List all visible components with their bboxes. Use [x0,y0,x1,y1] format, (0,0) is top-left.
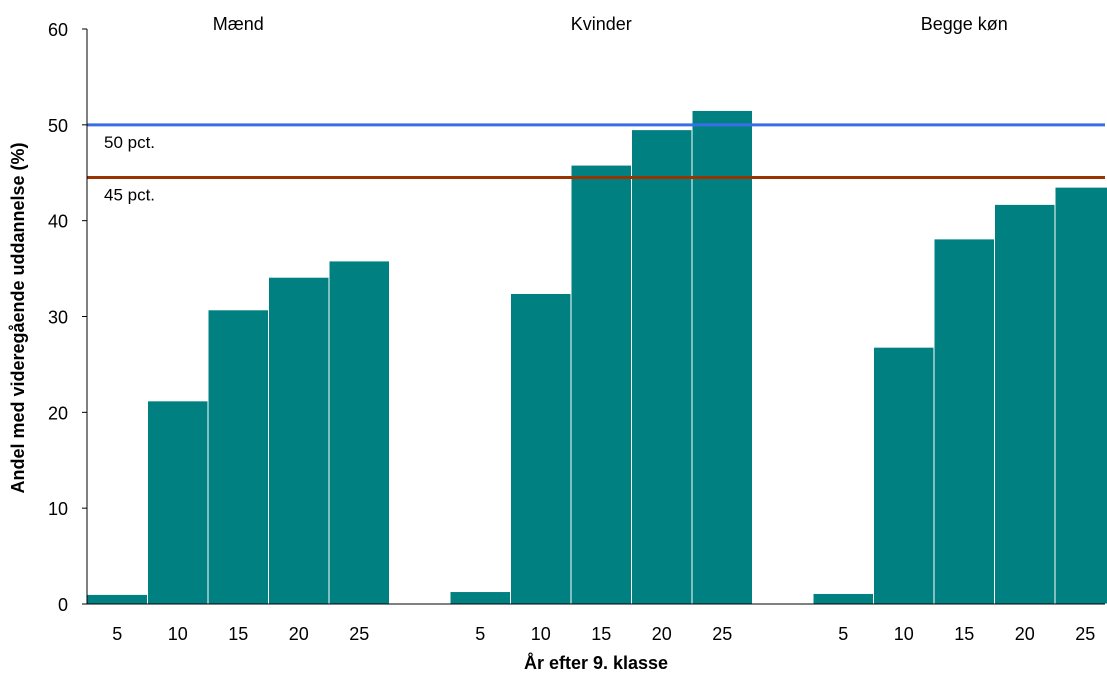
x-tick-labels: 5 10 15 20 25 5 10 15 20 25 5 10 15 20 25 [112,624,1095,644]
group-label: Kvinder [571,14,632,34]
x-tick-label: 20 [1015,624,1035,644]
y-axis-title: Andel med videregående uddannelse (%) [8,142,28,493]
y-tick-label: 30 [48,308,68,328]
bar [268,276,330,605]
group-label: Mænd [213,14,264,34]
bar [691,109,753,605]
x-tick-label: 5 [838,624,848,644]
x-tick-label: 20 [652,624,672,644]
x-tick-label: 15 [591,624,611,644]
x-tick-label: 25 [1075,624,1095,644]
x-tick-label: 25 [349,624,369,644]
y-tick-label: 20 [48,403,68,423]
bars-layer [86,109,1107,605]
y-tick-label: 40 [48,212,68,232]
bar [328,260,390,605]
bar [1054,186,1107,605]
bar [631,129,693,605]
x-tick-label: 5 [475,624,485,644]
x-tick-label: 10 [894,624,914,644]
x-tick-label: 15 [228,624,248,644]
y-tick-label: 50 [48,116,68,136]
x-tick-label: 10 [168,624,188,644]
y-tick-labels: 0 10 20 30 40 50 60 [48,20,87,615]
x-tick-label: 25 [712,624,732,644]
reference-line-label: 50 pct. [104,133,155,152]
bar [570,164,632,605]
y-tick-label: 0 [58,595,68,615]
y-tick-label: 60 [48,20,68,40]
bar [994,203,1056,605]
bar [86,593,148,605]
group-labels: Mænd Kvinder Begge køn [213,14,1008,34]
x-tick-label: 5 [112,624,122,644]
y-tick-label: 10 [48,499,68,519]
group-label: Begge køn [921,14,1008,34]
x-axis-title: År efter 9. klasse [524,653,668,673]
x-tick-label: 15 [954,624,974,644]
bar [207,309,269,605]
bar [873,346,935,605]
reference-line-label: 45 pct. [104,186,155,205]
bar [812,592,874,605]
bar [147,400,209,605]
x-tick-label: 20 [289,624,309,644]
bar [933,238,995,605]
bar [449,591,511,605]
x-tick-label: 10 [531,624,551,644]
reference-lines-layer: 50 pct. 45 pct. [87,123,1105,205]
bar [510,293,572,605]
